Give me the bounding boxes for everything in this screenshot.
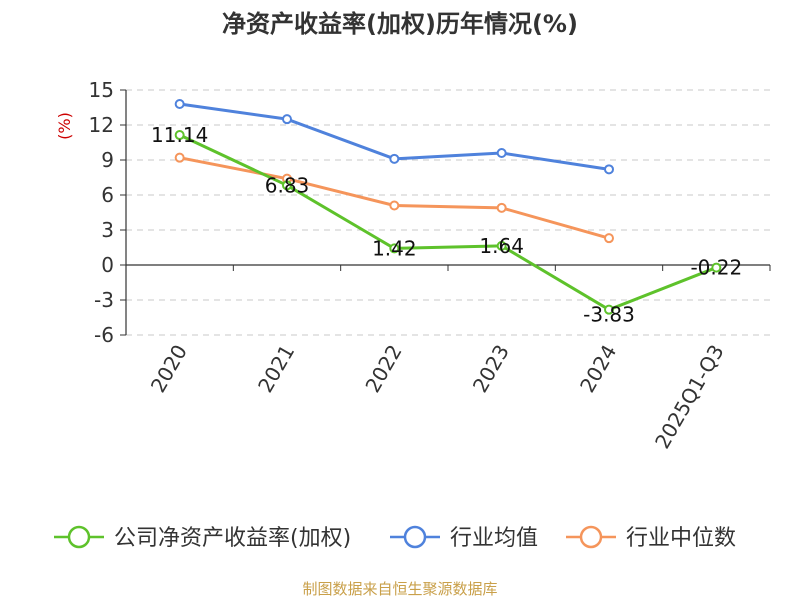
y-tick-label: 3 [101,218,114,242]
legend-label[interactable]: 公司净资产收益率(加权) [114,526,351,551]
data-point[interactable] [496,240,507,251]
series-line [179,156,610,240]
series [174,99,722,315]
legend-marker[interactable] [403,525,427,549]
grid [126,89,770,336]
data-point[interactable] [604,304,614,315]
data-label: 1.42 [372,236,417,260]
x-tick-label: 2025Q1-Q3 [650,341,729,453]
legend-marker[interactable] [67,525,91,549]
y-tick-label: -3 [94,288,114,312]
x-tick-label: 2022 [360,341,406,397]
data-point[interactable] [389,200,400,211]
x-tick-label: 2023 [468,340,514,396]
y-tick-label: 6 [101,183,114,207]
y-tick-label: 9 [101,148,114,172]
data-point[interactable] [604,164,614,175]
legend-label[interactable]: 行业均值 [450,526,538,551]
x-tick-label: 2024 [575,341,621,397]
data-label: 1.64 [479,234,524,258]
data-point[interactable] [389,243,400,254]
y-axis-unit: (%) [55,112,74,140]
source-note: 制图数据来自恒生聚源数据库 [302,580,497,598]
data-point[interactable] [389,153,400,164]
data-point[interactable] [174,152,185,163]
data-label: 6.83 [265,173,310,197]
y-tick-label: 0 [101,253,114,277]
x-tick-label: 2020 [146,341,192,397]
data-point[interactable] [711,262,722,273]
x-tick-label: 2021 [253,341,299,397]
y-tick-label: -6 [94,323,114,347]
series-line [179,133,717,312]
data-point[interactable] [174,130,185,141]
data-labels: 11.14 6.83 1.42 1.64 -3.83 -0.22 [151,123,742,327]
data-label: 11.14 [151,123,208,147]
data-label: -0.22 [690,256,742,280]
data-point[interactable] [282,114,292,125]
legend[interactable]: 公司净资产收益率(加权) 行业均值 行业中位数 [54,525,736,551]
y-tick-label: 12 [89,113,114,137]
legend-label[interactable]: 行业中位数 [626,526,736,551]
data-point[interactable] [496,202,507,213]
legend-marker[interactable] [579,525,603,549]
data-point[interactable] [496,148,507,158]
data-point[interactable] [604,233,614,244]
data-label: -3.83 [583,303,635,327]
data-point[interactable] [282,180,292,191]
chart-title: 净资产收益率(加权)历年情况(%) [222,10,578,38]
data-point[interactable] [174,99,185,109]
y-tick-label: 15 [89,78,114,102]
